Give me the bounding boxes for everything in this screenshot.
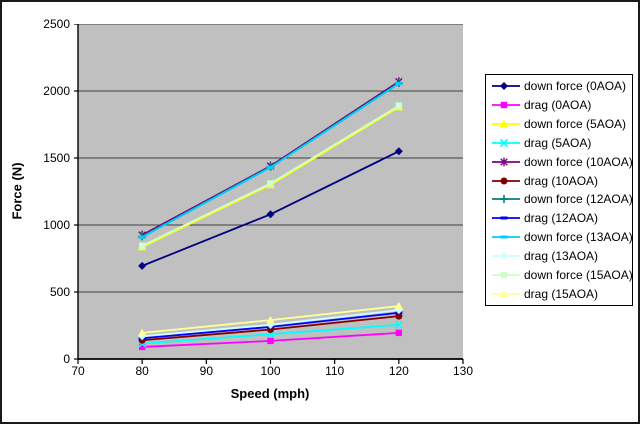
plot-area <box>74 24 464 364</box>
legend-item-down-force-15aoa-: down force (15AOA) <box>491 266 633 284</box>
legend-item-drag-12aoa-: drag (12AOA) <box>491 209 632 227</box>
legend-item-drag-15aoa-: drag (15AOA) <box>491 285 632 303</box>
legend-key-triangle-icon <box>492 289 520 297</box>
legend-key-circle-icon <box>492 177 520 185</box>
series-drag-0aoa- <box>138 329 403 351</box>
legend-label: down force (13AOA) <box>524 230 633 245</box>
marker-triangle <box>266 315 275 324</box>
legend-item-drag-10aoa-: drag (10AOA) <box>491 172 632 190</box>
marker-dash <box>267 165 274 169</box>
legend-label: drag (0AOA) <box>524 98 592 113</box>
marker-square <box>138 242 146 249</box>
marker-square <box>395 329 403 337</box>
legend-label: drag (5AOA) <box>524 135 592 150</box>
marker-diamond <box>394 147 403 156</box>
marker-square <box>500 102 508 109</box>
marker-circle <box>500 177 508 185</box>
marker-triangle <box>137 328 147 337</box>
y-tick-label-500: 500 <box>49 285 70 299</box>
legend-item-drag-13aoa-: drag (13AOA) <box>491 247 632 265</box>
y-tick-label-0: 0 <box>63 352 70 366</box>
legend-label: drag (12AOA) <box>524 211 599 226</box>
legend: down force (0AOA) drag (0AOA) down force (… <box>485 74 633 306</box>
marker-asterisk <box>500 157 508 167</box>
marker-x <box>394 320 403 329</box>
legend-key-diamond-icon <box>492 251 520 260</box>
marker-circle <box>395 312 403 320</box>
marker-square <box>395 102 403 109</box>
legend-item-drag-5aoa-: drag (5AOA) <box>491 134 632 152</box>
series-down-force-13aoa- <box>138 82 403 239</box>
marker-diamond <box>500 82 508 91</box>
legend-key-square-icon <box>492 102 520 109</box>
x-tick-label-120: 120 <box>388 364 409 378</box>
y-tick-label-1500: 1500 <box>43 151 70 165</box>
legend-key-diamond-icon <box>492 82 520 91</box>
marker-dash <box>138 235 146 239</box>
marker-square <box>138 343 146 351</box>
plot-background <box>78 24 463 359</box>
legend-key-x-icon <box>492 138 520 147</box>
x-tick-label-100: 100 <box>260 364 281 378</box>
legend-key-plus-icon <box>492 195 520 204</box>
x-tick-label-130: 130 <box>452 364 474 378</box>
marker-dash <box>500 235 508 239</box>
legend-label: drag (10AOA) <box>524 173 599 188</box>
legend-label: down force (15AOA) <box>524 267 633 282</box>
legend-key-dash-icon <box>492 216 520 220</box>
legend-label: drag (13AOA) <box>524 248 599 263</box>
legend-key-dash-icon <box>492 235 520 239</box>
legend-item-down-force-0aoa-: down force (0AOA) <box>491 77 632 95</box>
marker-square <box>500 271 508 278</box>
x-tick-label-90: 90 <box>199 364 213 378</box>
marker-dash <box>395 82 403 86</box>
legend-label: down force (12AOA) <box>524 192 633 207</box>
marker-diamond <box>266 210 275 219</box>
x-axis-title: Speed (mph) <box>230 386 310 401</box>
marker-plus <box>500 195 508 204</box>
legend-item-down-force-13aoa-: down force (13AOA) <box>491 228 633 246</box>
x-tick-label-70: 70 <box>71 364 85 378</box>
marker-diamond <box>500 251 508 260</box>
y-tick-label-2000: 2000 <box>43 84 70 98</box>
marker-dash <box>500 216 508 220</box>
marker-triangle <box>499 119 509 128</box>
y-tick-label-1000: 1000 <box>43 218 70 232</box>
marker-diamond <box>138 261 147 270</box>
legend-label: down force (5AOA) <box>524 117 627 132</box>
legend-key-square-icon <box>492 271 520 278</box>
marker-square <box>267 337 274 345</box>
legend-item-down-force-12aoa-: down force (12AOA) <box>491 190 633 208</box>
y-axis-title: Force (N) <box>9 162 25 220</box>
marker-triangle <box>394 301 404 310</box>
series-down-force-0aoa- <box>138 147 403 270</box>
series-down-force-15aoa- <box>138 102 403 249</box>
legend-label: drag (15AOA) <box>524 286 599 301</box>
legend-item-down-force-5aoa-: down force (5AOA) <box>491 115 632 133</box>
y-tick-label-2500: 2500 <box>43 17 70 31</box>
x-tick-label-110: 110 <box>325 364 345 378</box>
marker-triangle <box>499 289 509 297</box>
marker-square <box>267 180 274 187</box>
x-tick-label-80: 80 <box>135 364 149 378</box>
legend-key-asterisk-icon <box>492 157 520 167</box>
legend-item-drag-0aoa-: drag (0AOA) <box>491 96 632 114</box>
series-drag-15aoa- <box>137 301 404 337</box>
marker-x <box>499 138 509 147</box>
legend-key-triangle-icon <box>492 119 520 128</box>
legend-item-down-force-10aoa-: down force (10AOA) <box>491 153 633 171</box>
legend-label: down force (0AOA) <box>524 79 627 94</box>
legend-label: down force (10AOA) <box>524 154 633 169</box>
